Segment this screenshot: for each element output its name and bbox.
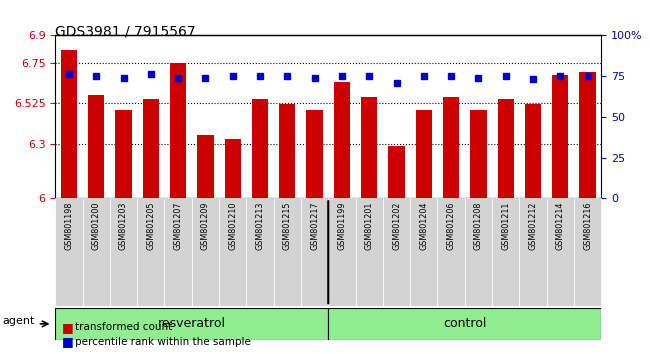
- Text: GSM801202: GSM801202: [392, 201, 401, 250]
- Bar: [361, 97, 378, 354]
- Bar: [415, 110, 432, 354]
- Text: GSM801208: GSM801208: [474, 201, 483, 250]
- Bar: [197, 135, 214, 354]
- Bar: [170, 63, 187, 354]
- Bar: [301, 198, 328, 306]
- Bar: [333, 82, 350, 354]
- Bar: [519, 198, 547, 306]
- Text: transformed count: transformed count: [75, 322, 172, 332]
- Text: GSM801211: GSM801211: [501, 201, 510, 250]
- Text: GSM801209: GSM801209: [201, 201, 210, 250]
- Bar: [219, 198, 246, 306]
- Bar: [137, 198, 164, 306]
- Bar: [497, 99, 514, 354]
- Bar: [224, 138, 241, 354]
- Bar: [252, 99, 268, 354]
- Bar: [437, 198, 465, 306]
- Bar: [547, 198, 574, 306]
- Text: ■: ■: [62, 335, 73, 348]
- Bar: [552, 75, 569, 354]
- Bar: [579, 72, 596, 354]
- Text: agent: agent: [3, 316, 35, 326]
- Text: GSM801210: GSM801210: [228, 201, 237, 250]
- Text: GSM801214: GSM801214: [556, 201, 565, 250]
- Bar: [246, 198, 274, 306]
- Text: GSM801201: GSM801201: [365, 201, 374, 250]
- Bar: [60, 50, 77, 354]
- Text: ■: ■: [62, 321, 73, 334]
- Bar: [388, 146, 405, 354]
- Text: GSM801212: GSM801212: [528, 201, 538, 250]
- Bar: [443, 97, 460, 354]
- Bar: [279, 104, 296, 354]
- Text: percentile rank within the sample: percentile rank within the sample: [75, 337, 251, 347]
- Bar: [55, 198, 83, 306]
- Bar: [164, 198, 192, 306]
- Text: GSM801204: GSM801204: [419, 201, 428, 250]
- Bar: [470, 110, 487, 354]
- Bar: [115, 110, 132, 354]
- Text: GSM801205: GSM801205: [146, 201, 155, 250]
- Text: GSM801216: GSM801216: [583, 201, 592, 250]
- Bar: [306, 110, 323, 354]
- Bar: [410, 198, 437, 306]
- Bar: [88, 95, 105, 354]
- Bar: [110, 198, 137, 306]
- Bar: [356, 198, 383, 306]
- Bar: [142, 99, 159, 354]
- Bar: [192, 198, 219, 306]
- Text: GSM801215: GSM801215: [283, 201, 292, 250]
- Text: GSM801203: GSM801203: [119, 201, 128, 250]
- Bar: [465, 198, 492, 306]
- Text: control: control: [443, 318, 486, 330]
- Text: GSM801198: GSM801198: [64, 201, 73, 250]
- Text: GSM801207: GSM801207: [174, 201, 183, 250]
- Bar: [55, 308, 328, 340]
- Text: GDS3981 / 7915567: GDS3981 / 7915567: [55, 25, 196, 39]
- Text: resveratrol: resveratrol: [158, 318, 226, 330]
- Text: GSM801217: GSM801217: [310, 201, 319, 250]
- Text: GSM801199: GSM801199: [337, 201, 346, 250]
- Bar: [525, 104, 541, 354]
- Bar: [492, 198, 519, 306]
- Bar: [328, 308, 601, 340]
- Bar: [274, 198, 301, 306]
- Text: GSM801200: GSM801200: [92, 201, 101, 250]
- Text: GSM801213: GSM801213: [255, 201, 265, 250]
- Bar: [328, 198, 356, 306]
- Bar: [383, 198, 410, 306]
- Bar: [83, 198, 110, 306]
- Text: GSM801206: GSM801206: [447, 201, 456, 250]
- Bar: [574, 198, 601, 306]
